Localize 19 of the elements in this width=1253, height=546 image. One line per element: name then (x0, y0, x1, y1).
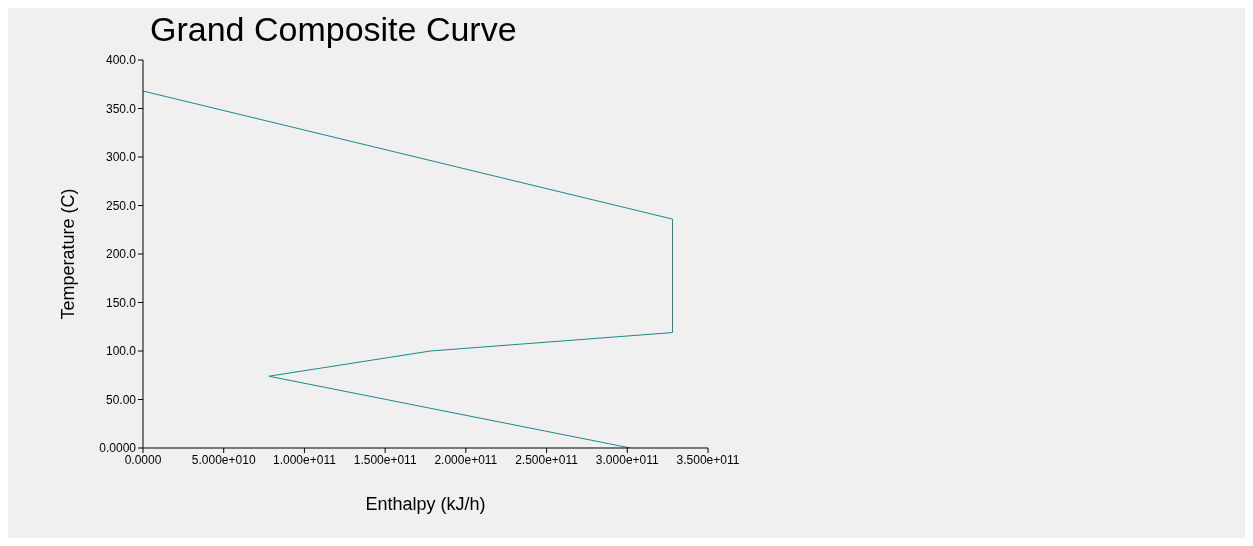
x-tick-label: 3.500e+011 (676, 452, 740, 467)
y-tick-label: 350.0 (105, 101, 137, 116)
y-tick-label: 300.0 (105, 150, 137, 165)
y-tick-label: 250.0 (105, 198, 137, 213)
y-tick-label: 100.0 (105, 344, 137, 359)
x-tick-label: 1.500e+011 (353, 452, 417, 467)
x-axis-title: Enthalpy (kJ/h) (365, 494, 486, 514)
x-tick-label: 2.000e+011 (434, 452, 498, 467)
x-tick-label: 1.000e+011 (273, 452, 337, 467)
chart-title: Grand Composite Curve (150, 10, 517, 49)
y-tick-label: 50.00 (105, 392, 137, 407)
x-tick-label: 3.000e+011 (595, 452, 660, 467)
y-tick-label: 150.0 (105, 295, 137, 310)
line-series (143, 90, 673, 448)
y-tick-label: 200.0 (105, 247, 137, 262)
y-axis-title: Temperature (C) (58, 188, 79, 320)
y-tick-label: 400.0 (105, 53, 137, 68)
x-tick-label: 5.000e+010 (191, 452, 256, 467)
x-tick-label: 2.500e+011 (515, 452, 579, 467)
